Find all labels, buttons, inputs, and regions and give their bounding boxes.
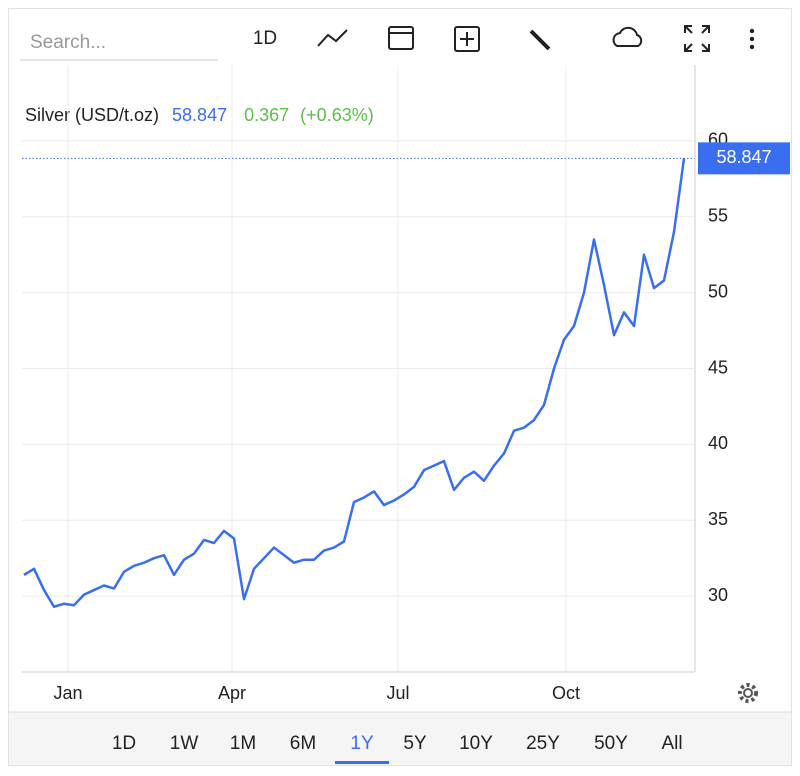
range-button[interactable]: 1D	[112, 733, 136, 754]
instrument-name: Silver (USD/t.oz)	[25, 105, 159, 125]
price-change: 0.367	[244, 105, 289, 125]
settings-tool-icon[interactable]	[529, 29, 551, 51]
menu-dot	[749, 44, 755, 50]
x-tick-label: Jul	[386, 683, 409, 703]
y-tick-label: 30	[708, 585, 728, 605]
range-button[interactable]: 1Y	[350, 733, 374, 754]
price-change-pct: (+0.63%)	[300, 105, 374, 125]
range-button[interactable]: 10Y	[459, 733, 493, 754]
chart-type-icon[interactable]	[317, 29, 348, 47]
range-button[interactable]: 6M	[290, 733, 316, 754]
menu-dot	[749, 36, 755, 42]
frame	[8, 8, 792, 766]
range-button[interactable]: All	[661, 733, 682, 754]
download-icon[interactable]	[612, 26, 643, 47]
x-tick-label: Jan	[53, 683, 82, 703]
search-box[interactable]: Search...	[30, 32, 106, 53]
y-tick-label: 50	[708, 281, 728, 301]
last-price-tag-label: 58.847	[716, 147, 771, 167]
range-active-indicator	[335, 761, 389, 764]
plot-area	[22, 65, 695, 672]
gear-hub	[743, 688, 753, 698]
fullscreen-icon[interactable]	[684, 25, 710, 52]
last-price: 58.847	[172, 105, 227, 125]
toolbar-icons	[317, 25, 710, 52]
x-tick-label: Apr	[218, 683, 246, 703]
range-button[interactable]: 1M	[230, 733, 256, 754]
menu-dot	[749, 28, 755, 34]
settings-gear[interactable]	[738, 683, 758, 703]
calendar-icon[interactable]	[388, 26, 414, 50]
gear-teeth	[738, 683, 758, 703]
interval-button[interactable]: 1D	[253, 28, 277, 49]
menu-icon[interactable]	[749, 28, 755, 50]
range-button[interactable]: 25Y	[526, 733, 560, 754]
y-tick-label: 40	[708, 433, 728, 453]
y-tick-label: 45	[708, 357, 728, 377]
range-button[interactable]: 5Y	[403, 733, 427, 754]
x-tick-label: Oct	[552, 683, 580, 703]
price-line	[23, 158, 686, 608]
last-price-tag	[698, 142, 790, 175]
y-tick-label: 55	[708, 206, 728, 226]
legend-line: Silver (USD/t.oz) 58.847 0.367 (+0.63%)	[25, 105, 374, 125]
add-icon[interactable]	[454, 26, 480, 52]
range-button[interactable]: 50Y	[594, 733, 628, 754]
range-button[interactable]: 1W	[170, 733, 199, 754]
y-tick-label: 35	[708, 509, 728, 529]
range-bar	[9, 712, 791, 765]
